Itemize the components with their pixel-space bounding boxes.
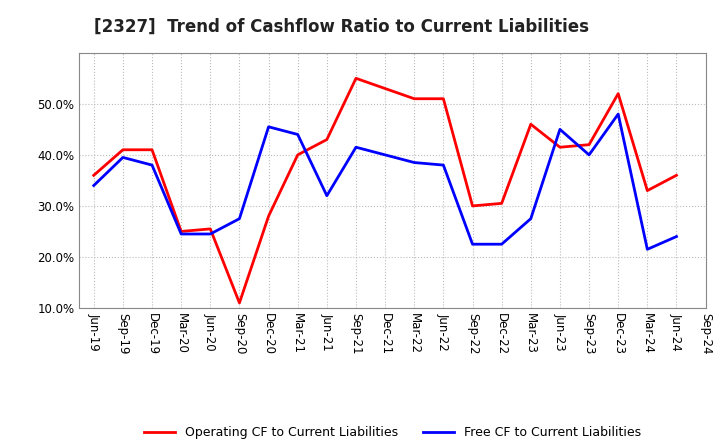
Operating CF to Current Liabilities [351,76,360,81]
Operating CF to Current Liabilities [410,96,418,101]
Free CF to Current Liabilities [89,183,98,188]
Free CF to Current Liabilities [351,145,360,150]
Operating CF to Current Liabilities [672,172,681,178]
Operating CF to Current Liabilities [556,145,564,150]
Line: Operating CF to Current Liabilities: Operating CF to Current Liabilities [94,78,677,303]
Free CF to Current Liabilities [498,242,506,247]
Text: [2327]  Trend of Cashflow Ratio to Current Liabilities: [2327] Trend of Cashflow Ratio to Curren… [94,18,589,36]
Legend: Operating CF to Current Liabilities, Free CF to Current Liabilities: Operating CF to Current Liabilities, Fre… [138,422,647,440]
Free CF to Current Liabilities [148,162,156,168]
Free CF to Current Liabilities [643,247,652,252]
Free CF to Current Liabilities [381,152,390,158]
Free CF to Current Liabilities [235,216,244,221]
Operating CF to Current Liabilities [439,96,448,101]
Free CF to Current Liabilities [585,152,593,158]
Operating CF to Current Liabilities [293,152,302,158]
Line: Free CF to Current Liabilities: Free CF to Current Liabilities [94,114,677,249]
Operating CF to Current Liabilities [148,147,156,152]
Operating CF to Current Liabilities [206,226,215,231]
Free CF to Current Liabilities [526,216,535,221]
Operating CF to Current Liabilities [468,203,477,209]
Free CF to Current Liabilities [119,155,127,160]
Operating CF to Current Liabilities [643,188,652,193]
Free CF to Current Liabilities [410,160,418,165]
Operating CF to Current Liabilities [119,147,127,152]
Free CF to Current Liabilities [323,193,331,198]
Free CF to Current Liabilities [614,111,623,117]
Operating CF to Current Liabilities [585,142,593,147]
Operating CF to Current Liabilities [264,213,273,219]
Free CF to Current Liabilities [556,127,564,132]
Operating CF to Current Liabilities [526,121,535,127]
Free CF to Current Liabilities [264,124,273,129]
Free CF to Current Liabilities [206,231,215,237]
Free CF to Current Liabilities [468,242,477,247]
Free CF to Current Liabilities [439,162,448,168]
Operating CF to Current Liabilities [89,172,98,178]
Operating CF to Current Liabilities [614,91,623,96]
Operating CF to Current Liabilities [177,229,186,234]
Operating CF to Current Liabilities [323,137,331,142]
Operating CF to Current Liabilities [235,300,244,305]
Free CF to Current Liabilities [177,231,186,237]
Free CF to Current Liabilities [293,132,302,137]
Operating CF to Current Liabilities [498,201,506,206]
Operating CF to Current Liabilities [381,86,390,91]
Free CF to Current Liabilities [672,234,681,239]
